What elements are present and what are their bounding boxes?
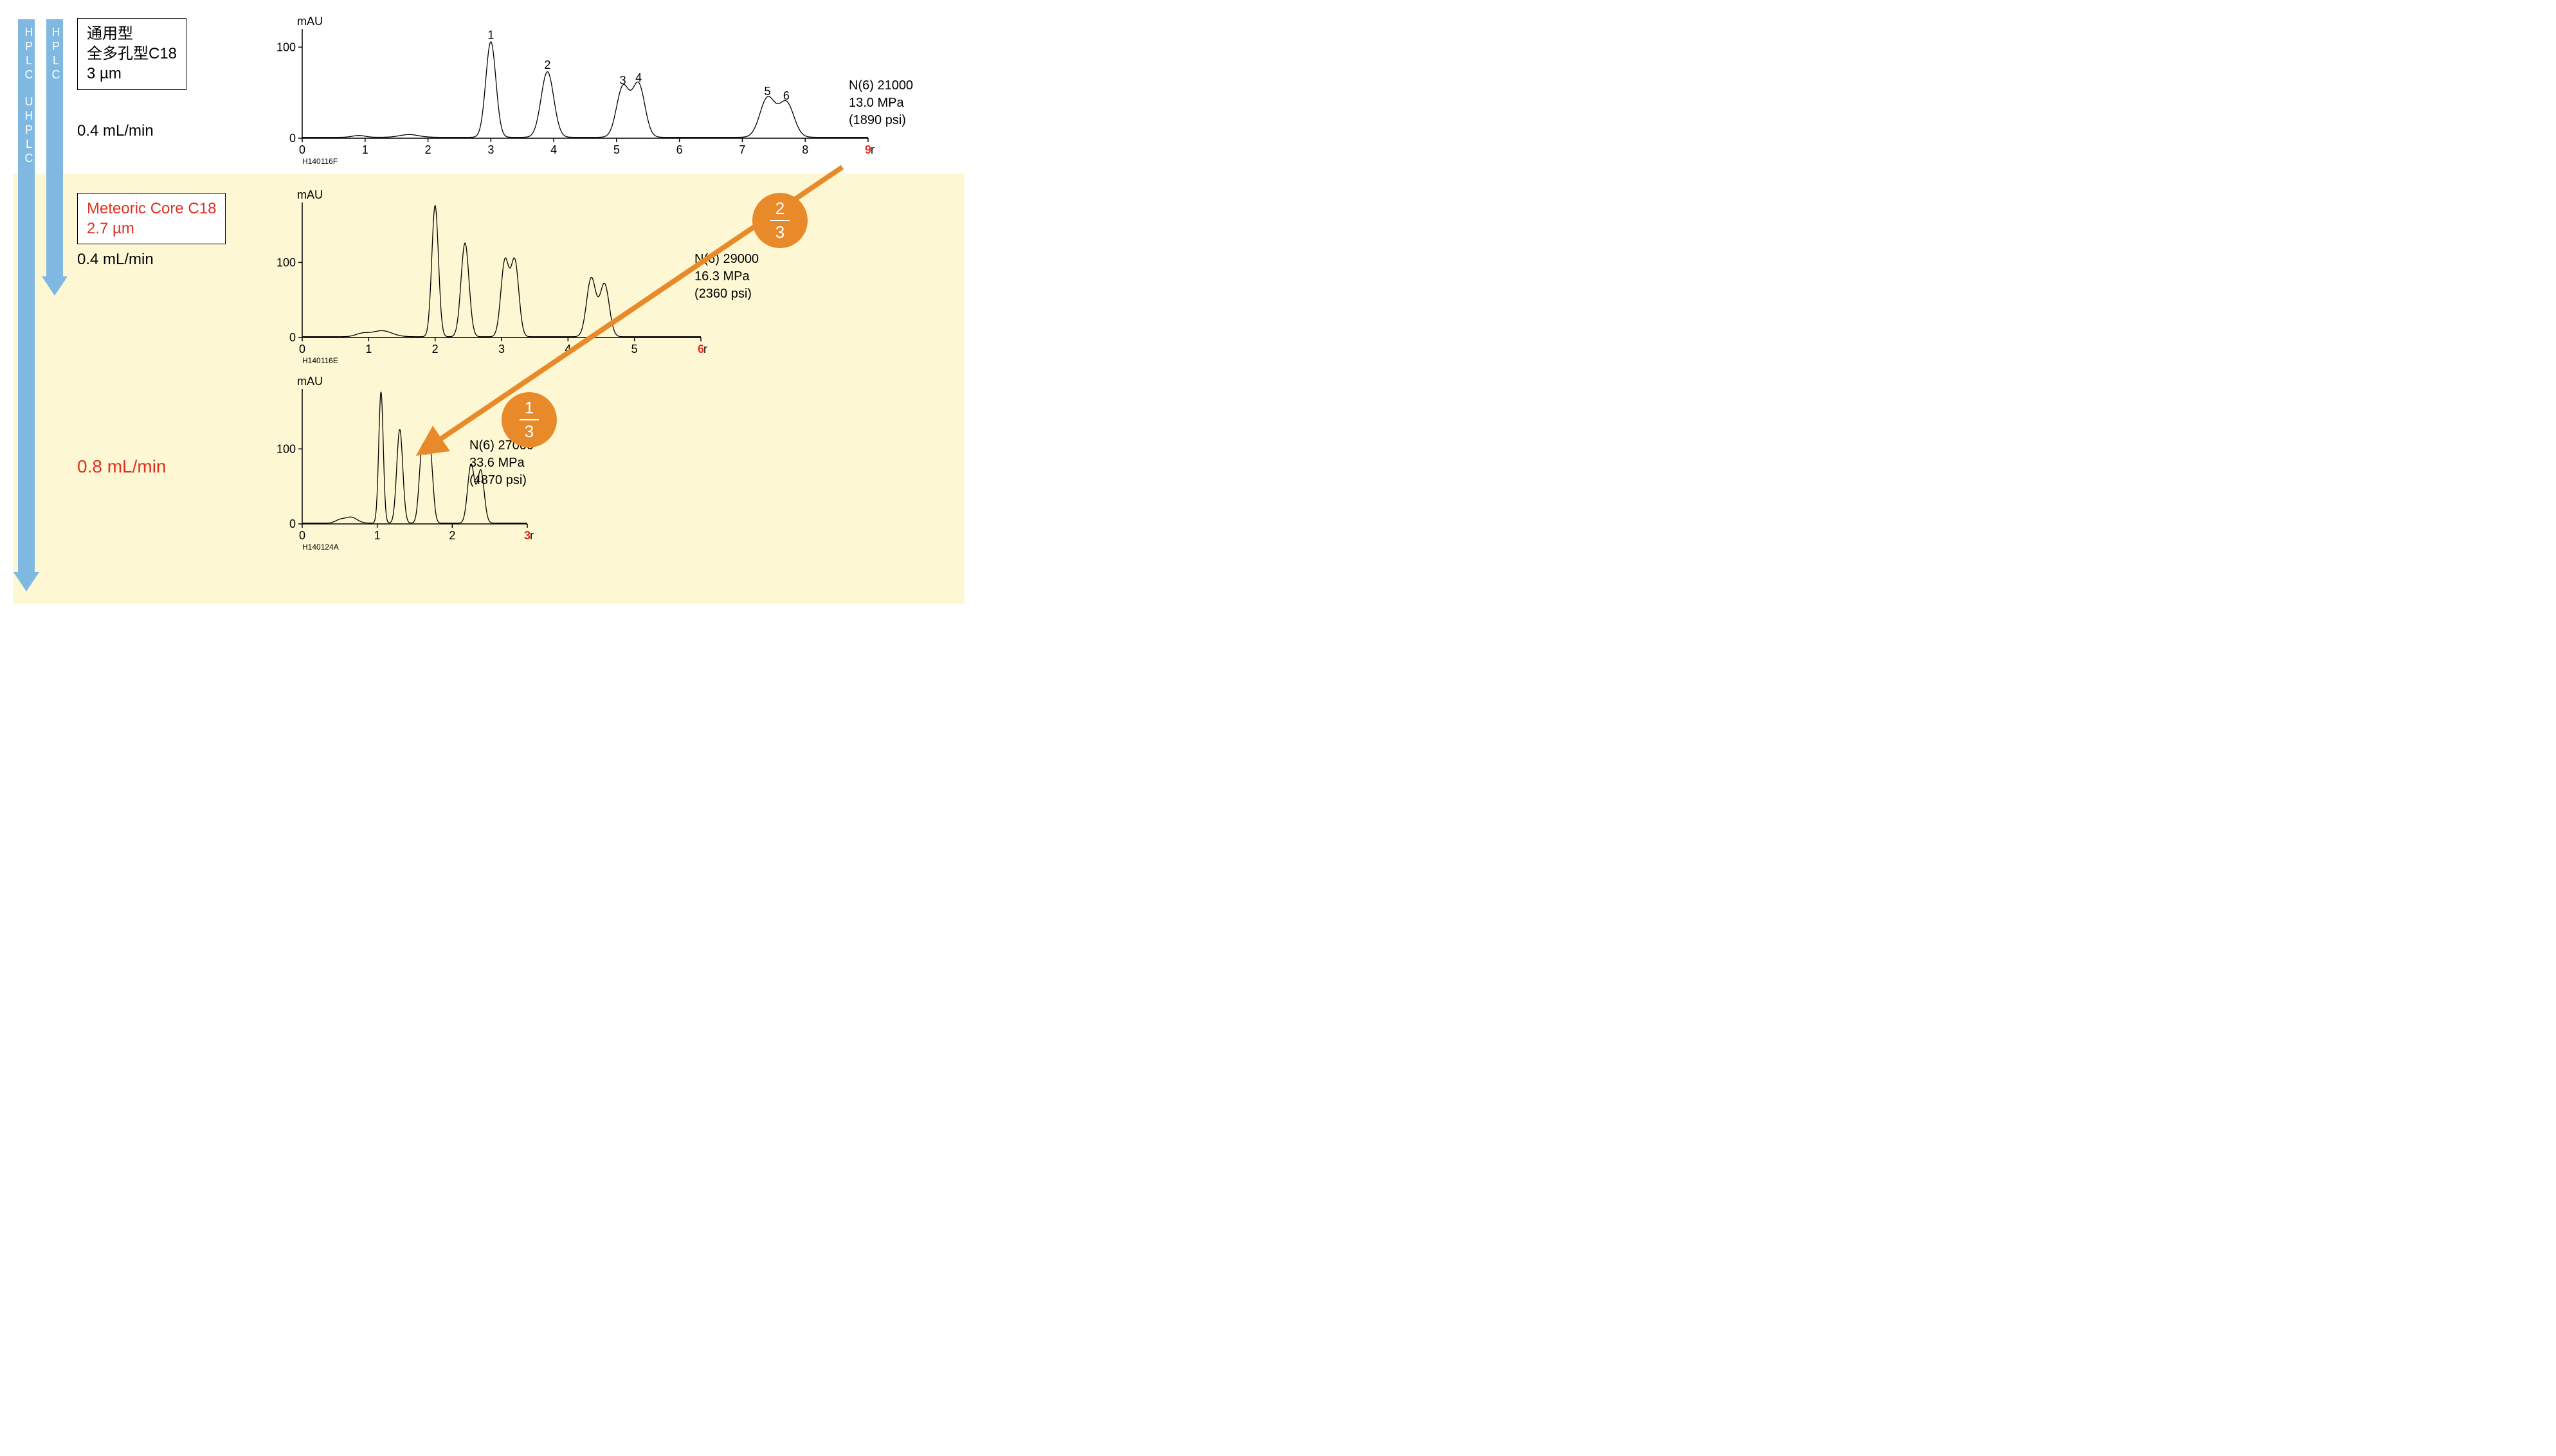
chart-wrapper: 01000123456mAUminH140116E <box>270 186 707 366</box>
svg-text:0: 0 <box>289 331 296 344</box>
svg-text:6: 6 <box>783 89 790 102</box>
svg-text:0: 0 <box>299 143 305 156</box>
svg-text:mAU: mAU <box>297 15 323 28</box>
chromatogram-c2: 01000123456mAUminH140116E <box>270 186 707 366</box>
column-label-box: 通用型全多孔型C183 µm <box>77 18 186 90</box>
svg-text:5: 5 <box>631 343 638 355</box>
svg-text:min: min <box>703 343 707 355</box>
svg-text:4: 4 <box>565 343 571 355</box>
svg-text:7: 7 <box>739 143 745 156</box>
svg-text:H140116E: H140116E <box>302 356 338 365</box>
down-arrow-0: HPLC UHPLC <box>18 19 39 591</box>
performance-info: N(6) 2100013.0 MPa(1890 psi) <box>849 77 913 129</box>
figure-root: HPLC UHPLC HPLC 通用型全多孔型C183 µm 0.4 mL/min Me… <box>13 13 965 604</box>
svg-text:2: 2 <box>449 529 455 542</box>
svg-text:H140116F: H140116F <box>302 157 338 166</box>
chromatogram-c1: 01000123456789mAUminH140116F123456 <box>270 13 875 167</box>
svg-text:6: 6 <box>676 143 683 156</box>
svg-text:min: min <box>530 529 534 542</box>
svg-text:min: min <box>871 143 875 156</box>
chart-wrapper: 01000123456789mAUminH140116F123456 <box>270 13 875 167</box>
column-label-box: Meteoric Core C182.7 µm <box>77 193 226 244</box>
fraction-badge: 23 <box>752 193 808 248</box>
performance-info: N(6) 2900016.3 MPa(2360 psi) <box>694 251 759 303</box>
svg-text:1: 1 <box>365 343 372 355</box>
svg-text:100: 100 <box>276 442 296 455</box>
svg-text:1: 1 <box>362 143 368 156</box>
flow-rate-label: 0.4 mL/min <box>77 122 154 140</box>
svg-text:1: 1 <box>487 28 494 41</box>
svg-text:2: 2 <box>425 143 431 156</box>
svg-text:8: 8 <box>802 143 808 156</box>
down-arrow-label: HPLC <box>49 26 62 82</box>
svg-text:5: 5 <box>765 85 771 98</box>
svg-text:0: 0 <box>299 343 305 355</box>
down-arrow-label: HPLC UHPLC <box>21 26 37 166</box>
svg-text:mAU: mAU <box>297 188 323 201</box>
svg-text:0: 0 <box>289 517 296 530</box>
svg-text:3: 3 <box>487 143 494 156</box>
down-arrow-1: HPLC <box>46 19 68 296</box>
svg-text:3: 3 <box>498 343 505 355</box>
svg-text:2: 2 <box>544 58 550 71</box>
svg-text:0: 0 <box>289 132 296 145</box>
flow-rate-label: 0.4 mL/min <box>77 251 154 269</box>
fraction-badge: 13 <box>502 392 557 447</box>
svg-text:1: 1 <box>374 529 381 542</box>
svg-text:mAU: mAU <box>297 375 323 388</box>
flow-rate-label: 0.8 mL/min <box>77 456 167 477</box>
svg-text:5: 5 <box>613 143 620 156</box>
svg-text:2: 2 <box>432 343 439 355</box>
svg-text:H140124A: H140124A <box>302 543 339 552</box>
svg-text:100: 100 <box>276 256 296 269</box>
svg-text:100: 100 <box>276 40 296 53</box>
svg-text:3: 3 <box>620 74 626 87</box>
svg-text:4: 4 <box>635 71 642 84</box>
svg-text:0: 0 <box>299 529 305 542</box>
svg-text:4: 4 <box>550 143 557 156</box>
